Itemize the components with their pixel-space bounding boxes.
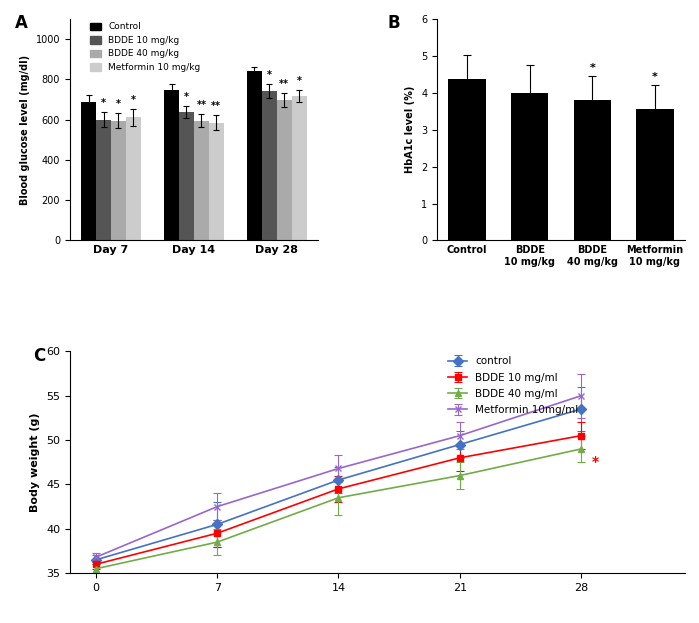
Bar [448, 78, 486, 240]
Text: *: * [267, 70, 272, 80]
Text: **: ** [196, 100, 206, 110]
Bar [511, 93, 549, 240]
Bar [194, 120, 209, 240]
Bar [81, 102, 96, 240]
Bar [111, 120, 126, 240]
Bar [164, 90, 179, 240]
Text: *: * [296, 76, 302, 86]
Text: *: * [591, 455, 598, 469]
Legend: Control, BDDE 10 mg/kg, BDDE 40 mg/kg, Metformin 10 mg/kg: Control, BDDE 10 mg/kg, BDDE 40 mg/kg, M… [87, 19, 204, 75]
Y-axis label: Body weight (g): Body weight (g) [31, 412, 41, 512]
Y-axis label: Blood glucose level (mg/dl): Blood glucose level (mg/dl) [20, 55, 30, 204]
Text: B: B [387, 14, 400, 32]
Y-axis label: HbA1c level (%): HbA1c level (%) [405, 86, 415, 173]
Text: C: C [33, 347, 45, 365]
Bar [291, 97, 307, 240]
Text: *: * [101, 98, 106, 108]
Bar [179, 112, 194, 240]
Text: *: * [652, 72, 658, 82]
Text: **: ** [280, 79, 289, 89]
Bar [636, 109, 674, 240]
Bar [277, 100, 291, 240]
Text: **: ** [211, 102, 222, 112]
Bar [262, 92, 277, 240]
Text: *: * [116, 100, 121, 110]
Text: *: * [589, 63, 596, 73]
Text: *: * [184, 92, 189, 102]
Bar [96, 120, 111, 240]
Legend: control, BDDE 10 mg/ml, BDDE 40 mg/ml, Metformin 10mg/ml: control, BDDE 10 mg/ml, BDDE 40 mg/ml, M… [444, 352, 583, 419]
Text: A: A [15, 14, 28, 32]
Bar [209, 123, 224, 240]
Bar [126, 118, 141, 240]
Bar [247, 71, 262, 240]
Text: *: * [131, 95, 136, 105]
Bar [574, 100, 611, 240]
